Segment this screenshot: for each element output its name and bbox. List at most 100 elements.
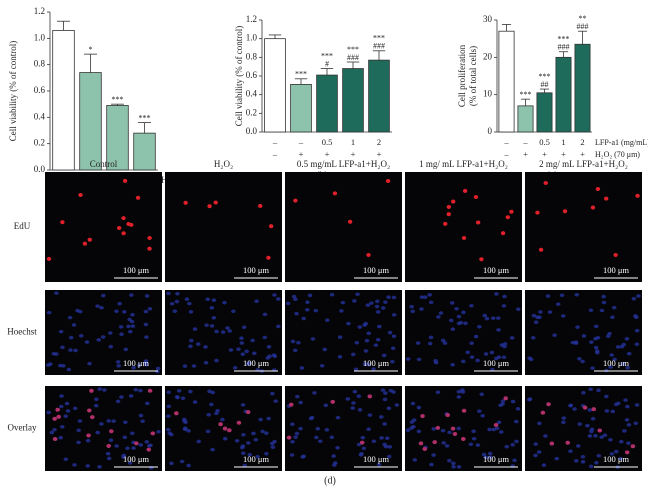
y-tick-label: 0.4 <box>246 89 258 99</box>
edu-nucleus <box>347 219 353 224</box>
nucleus <box>255 454 260 459</box>
nucleus <box>291 294 297 299</box>
nucleus <box>100 293 106 298</box>
nucleus <box>530 336 536 340</box>
edu-nucleus <box>82 241 88 246</box>
nucleus <box>601 300 607 305</box>
nucleus <box>331 454 336 458</box>
nucleus <box>115 360 121 364</box>
nucleus <box>634 403 640 407</box>
bar <box>52 30 75 171</box>
nucleus <box>366 427 371 432</box>
nucleus <box>271 353 277 357</box>
nucleus <box>456 389 462 394</box>
merged-nucleus <box>106 443 112 448</box>
nucleus <box>588 308 594 313</box>
nucleus <box>350 352 356 357</box>
nucleus <box>312 391 317 395</box>
nucleus <box>500 402 505 406</box>
nucleus <box>626 423 632 427</box>
nucleus <box>431 453 436 457</box>
nucleus <box>618 456 623 461</box>
nucleus <box>416 405 422 410</box>
nucleus <box>295 394 300 399</box>
nucleus <box>130 324 136 328</box>
nucleus <box>588 387 593 392</box>
nucleus <box>357 325 363 329</box>
y-axis-label: (% of total cells) <box>468 46 478 106</box>
nucleus <box>475 358 480 363</box>
nucleus <box>487 451 493 456</box>
nucleus <box>427 293 433 297</box>
merged-nucleus <box>218 422 223 427</box>
nucleus <box>59 425 65 429</box>
nucleus <box>172 309 178 313</box>
nucleus <box>156 429 161 434</box>
nucleus <box>561 420 566 425</box>
merged-nucleus <box>222 426 228 431</box>
nucleus <box>99 305 104 310</box>
merged-nucleus <box>52 416 57 421</box>
nucleus <box>468 442 474 447</box>
nucleus <box>384 436 390 441</box>
nucleus <box>431 427 437 431</box>
edu-nucleus <box>603 196 609 201</box>
nucleus <box>390 359 395 364</box>
significance-mark: *** <box>112 95 124 104</box>
nucleus <box>554 456 560 461</box>
edu-nucleus <box>122 178 128 183</box>
nucleus <box>623 398 628 402</box>
nucleus <box>175 291 180 296</box>
nucleus <box>64 401 70 406</box>
nucleus <box>461 359 466 364</box>
nucleus <box>374 304 380 309</box>
nucleus <box>114 309 119 314</box>
merged-nucleus <box>591 407 597 412</box>
micrograph <box>45 386 162 471</box>
nucleus <box>440 338 446 343</box>
nucleus <box>589 340 594 344</box>
bar <box>342 68 364 133</box>
nucleus <box>375 310 381 314</box>
nucleus <box>155 366 161 371</box>
nucleus <box>260 429 265 434</box>
treatment-cell: 0.5 <box>539 137 550 147</box>
nucleus <box>610 315 615 320</box>
merged-nucleus <box>109 429 114 434</box>
nucleus <box>379 436 384 440</box>
nucleus <box>483 352 489 356</box>
nucleus <box>310 337 316 341</box>
nucleus <box>509 336 515 340</box>
treatment-cell: 2 <box>580 137 584 147</box>
nucleus <box>239 445 245 450</box>
nucleus <box>533 442 539 446</box>
nucleus <box>272 293 277 297</box>
nucleus <box>446 458 452 463</box>
nucleus <box>382 442 387 447</box>
edu-nucleus <box>213 200 218 205</box>
merged-nucleus <box>146 447 152 452</box>
nucleus <box>250 338 255 343</box>
nucleus <box>54 352 59 356</box>
nucleus <box>636 294 641 298</box>
nucleus <box>290 422 295 427</box>
nucleus <box>405 357 411 361</box>
nucleus <box>604 409 610 413</box>
nucleus <box>290 439 295 444</box>
merged-nucleus <box>418 441 424 446</box>
edu-nucleus <box>475 220 481 225</box>
nucleus <box>292 348 298 353</box>
nucleus <box>593 434 598 438</box>
nucleus <box>240 451 246 456</box>
nucleus <box>538 310 543 314</box>
nucleus <box>241 432 246 437</box>
nucleus <box>382 397 388 402</box>
nucleus <box>115 399 121 404</box>
y-tick-label: 0.6 <box>34 85 46 95</box>
nucleus <box>533 453 538 458</box>
nucleus <box>460 390 466 394</box>
nucleus <box>363 321 369 326</box>
merged-nucleus <box>147 388 153 393</box>
nucleus <box>339 309 344 313</box>
nucleus <box>97 465 102 469</box>
